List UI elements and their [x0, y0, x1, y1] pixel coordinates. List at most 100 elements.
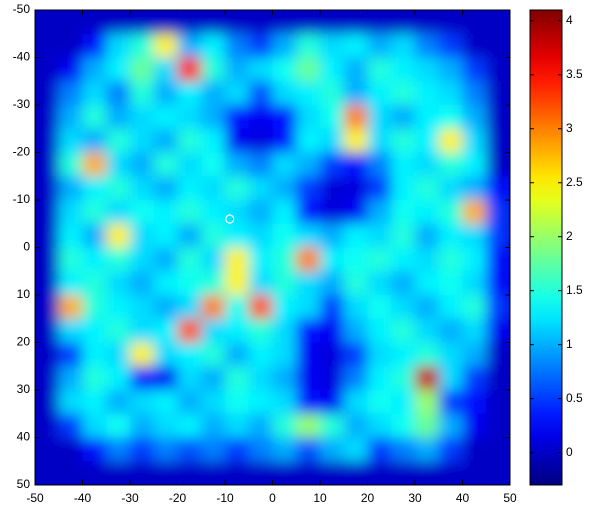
- heat-cell: [320, 318, 345, 343]
- heat-cell: [343, 413, 368, 438]
- heat-cell: [272, 200, 297, 225]
- heat-cell: [58, 105, 83, 130]
- heat-cell: [201, 57, 226, 82]
- heat-cell: [391, 342, 416, 367]
- heat-cell: [320, 247, 345, 272]
- heat-cell: [320, 105, 345, 130]
- heat-cell: [225, 318, 250, 343]
- heat-cell: [153, 81, 178, 106]
- heat-cell: [320, 413, 345, 438]
- heat-cell: [320, 271, 345, 296]
- heat-cell: [58, 152, 83, 177]
- heat-cell: [153, 271, 178, 296]
- heat-cell: [153, 390, 178, 415]
- heat-cell: [415, 413, 440, 438]
- heat-cell: [462, 437, 487, 462]
- heat-cell: [130, 33, 155, 58]
- heat-cell: [415, 390, 440, 415]
- heat-cell: [462, 390, 487, 415]
- heat-cell: [343, 437, 368, 462]
- heat-cell: [82, 295, 107, 320]
- heat-cell: [177, 390, 202, 415]
- heat-cell: [130, 105, 155, 130]
- heat-cell: [367, 128, 392, 153]
- heat-cell: [82, 176, 107, 201]
- heat-cell: [486, 342, 510, 367]
- heat-cell: [438, 271, 463, 296]
- heat-cell: [486, 10, 510, 35]
- heat-cell: [391, 295, 416, 320]
- heat-cell: [35, 10, 60, 35]
- heat-cell: [296, 461, 321, 485]
- heat-cell: [462, 461, 487, 485]
- heat-cell: [153, 223, 178, 248]
- heat-cell: [177, 57, 202, 82]
- x-tick-label: -50: [26, 491, 44, 505]
- heat-cell: [248, 10, 273, 35]
- heat-cell: [415, 81, 440, 106]
- heat-cell: [367, 152, 392, 177]
- heat-cell: [130, 247, 155, 272]
- heat-cell: [130, 437, 155, 462]
- heat-cell: [225, 390, 250, 415]
- heat-cell: [438, 152, 463, 177]
- heat-cell: [296, 342, 321, 367]
- heat-cell: [343, 176, 368, 201]
- heat-cell: [130, 342, 155, 367]
- heat-cell: [320, 223, 345, 248]
- heat-cell: [438, 342, 463, 367]
- heat-cell: [248, 342, 273, 367]
- colorbar-tick-label: 0: [566, 445, 573, 459]
- heat-cell: [58, 10, 83, 35]
- heat-cell: [225, 152, 250, 177]
- heat-cell: [225, 81, 250, 106]
- heat-cell: [438, 461, 463, 485]
- heat-cell: [438, 247, 463, 272]
- heat-cell: [462, 247, 487, 272]
- heat-cell: [201, 105, 226, 130]
- heat-cell: [82, 413, 107, 438]
- heat-cell: [201, 295, 226, 320]
- heat-cell: [106, 81, 131, 106]
- heat-cell: [35, 271, 60, 296]
- heat-cell: [35, 200, 60, 225]
- heat-cell: [201, 247, 226, 272]
- heat-cell: [58, 57, 83, 82]
- heat-cell: [391, 318, 416, 343]
- heat-cell: [296, 33, 321, 58]
- heat-cell: [177, 461, 202, 485]
- heat-cell: [35, 81, 60, 106]
- heat-cell: [462, 152, 487, 177]
- heat-cell: [272, 461, 297, 485]
- heat-cell: [486, 437, 510, 462]
- heat-cell: [462, 176, 487, 201]
- heat-cell: [201, 366, 226, 391]
- heat-cell: [438, 105, 463, 130]
- heat-cell: [177, 105, 202, 130]
- heat-cell: [320, 461, 345, 485]
- heat-cell: [225, 200, 250, 225]
- heat-cell: [106, 461, 131, 485]
- heat-cell: [58, 176, 83, 201]
- heat-cell: [486, 128, 510, 153]
- heat-cell: [248, 152, 273, 177]
- heat-cell: [462, 33, 487, 58]
- heat-cell: [438, 437, 463, 462]
- heat-cell: [248, 200, 273, 225]
- heat-cell: [391, 223, 416, 248]
- x-tick-label: -40: [74, 491, 92, 505]
- heat-cell: [415, 295, 440, 320]
- heat-cell: [391, 176, 416, 201]
- heat-cell: [177, 152, 202, 177]
- heat-cell: [58, 223, 83, 248]
- heat-cell: [272, 437, 297, 462]
- colorbar-tick-label: 3: [566, 121, 573, 135]
- heat-cell: [153, 413, 178, 438]
- heat-cell: [201, 128, 226, 153]
- heat-cell: [343, 105, 368, 130]
- heat-cell: [201, 10, 226, 35]
- x-tick-label: -20: [169, 491, 187, 505]
- heat-cell: [391, 247, 416, 272]
- heat-cell: [272, 152, 297, 177]
